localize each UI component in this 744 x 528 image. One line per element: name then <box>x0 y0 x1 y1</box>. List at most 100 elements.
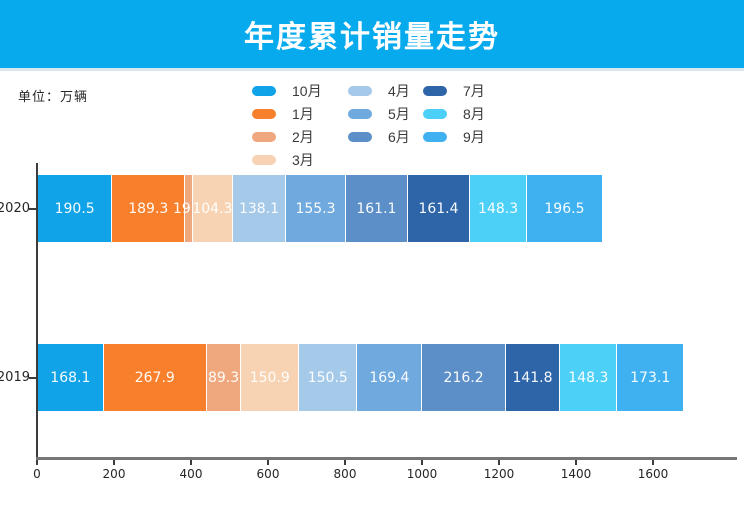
bar-value-label: 267.9 <box>134 369 175 386</box>
x-axis-tick-label: 1000 <box>406 467 438 481</box>
bar-segment: 141.8 <box>504 344 560 411</box>
legend-item: 5月 <box>348 106 410 122</box>
legend-item: 9月 <box>423 129 485 145</box>
x-axis-tick-label: 1200 <box>483 467 515 481</box>
bar-value-label: 148.3 <box>478 200 519 217</box>
x-axis-tick-label: 600 <box>256 467 280 481</box>
bar-value-label: 155.3 <box>295 200 336 217</box>
bar-segment: 161.1 <box>344 175 407 242</box>
legend-swatch-icon <box>252 86 276 96</box>
bar-row-2020: 190.5 189.3 19.8 104.3 138.1 155.3 161.1 161.4 1… <box>38 175 602 242</box>
legend-swatch-icon <box>252 155 276 165</box>
legend-item: 2月 <box>252 129 314 145</box>
legend-label: 5月 <box>388 106 410 122</box>
x-axis-tick <box>575 460 577 465</box>
bar-value-label: 104.3 <box>192 200 233 217</box>
legend-item: 10月 <box>252 83 322 99</box>
legend-swatch-icon <box>423 109 447 119</box>
unit-label: 单位：万辆 <box>18 89 89 104</box>
x-axis-tick <box>190 460 192 465</box>
x-axis-tick-label: 1600 <box>637 467 669 481</box>
bar-segment: 138.1 <box>231 175 286 242</box>
legend-item: 3月 <box>252 152 314 168</box>
x-axis-tick <box>267 460 269 465</box>
bar-segment: 104.3 <box>191 175 233 242</box>
bar-segment: 196.5 <box>526 175 602 242</box>
bar-value-label: 161.1 <box>356 200 397 217</box>
bar-value-label: 148.3 <box>568 369 609 386</box>
legend-swatch-icon <box>252 132 276 142</box>
legend-label: 6月 <box>388 129 410 145</box>
legend-label: 8月 <box>463 106 485 122</box>
x-axis-tick <box>652 460 654 465</box>
bar-value-label: 190.5 <box>54 200 95 217</box>
bar-value-label: 161.4 <box>418 200 459 217</box>
x-axis-tick <box>344 460 346 465</box>
bar-value-label: 173.1 <box>630 369 671 386</box>
bar-segment: 168.1 <box>38 344 103 411</box>
bar-value-label: 216.2 <box>443 369 484 386</box>
legend-swatch-icon <box>423 132 447 142</box>
bar-value-label: 141.8 <box>512 369 553 386</box>
x-axis-tick-label: 400 <box>179 467 203 481</box>
y-axis-tick <box>29 376 36 379</box>
legend-label: 10月 <box>292 83 322 99</box>
bar-segment: 161.4 <box>406 175 470 242</box>
bar-value-label: 138.1 <box>238 200 280 217</box>
category-label-2019: 2019 <box>0 369 30 385</box>
bar-segment: 267.9 <box>102 344 206 411</box>
bar-value-label: 150.5 <box>307 369 348 386</box>
bar-segment: 89.3 <box>205 344 241 411</box>
bar-segment: 169.4 <box>356 344 422 411</box>
bar-segment: 216.2 <box>421 344 505 411</box>
bar-value-label: 150.9 <box>249 369 290 386</box>
legend-label: 7月 <box>463 83 485 99</box>
x-axis-tick-label: 200 <box>102 467 126 481</box>
bar-segment: 150.5 <box>298 344 357 411</box>
legend-label: 2月 <box>292 129 314 145</box>
legend-label: 9月 <box>463 129 485 145</box>
bar-segment: 189.3 <box>111 175 185 242</box>
bar-value-label: 189.3 <box>128 200 169 217</box>
legend-item: 7月 <box>423 83 485 99</box>
bar-value-label: 89.3 <box>207 369 240 386</box>
x-axis-tick <box>36 460 38 465</box>
legend-swatch-icon <box>348 86 372 96</box>
legend-label: 3月 <box>292 152 314 168</box>
title-bar: 年度累计销量走势 <box>0 0 744 71</box>
bar-row-2019: 168.1 267.9 89.3 150.9 150.5 169.4 216.2 141.8 1… <box>38 344 684 411</box>
bar-segment: 155.3 <box>285 175 345 242</box>
y-axis-tick <box>29 207 36 210</box>
page-title: 年度累计销量走势 <box>244 21 500 54</box>
legend-swatch-icon <box>252 109 276 119</box>
x-axis-tick-label: 0 <box>33 467 41 481</box>
bar-value-label: 196.5 <box>544 200 585 217</box>
legend-swatch-icon <box>348 132 372 142</box>
legend-swatch-icon <box>348 109 372 119</box>
x-axis-tick-label: 800 <box>333 467 357 481</box>
legend-item: 8月 <box>423 106 485 122</box>
legend-item: 4月 <box>348 83 410 99</box>
bar-segment: 19.8 <box>173 175 204 242</box>
x-axis-tick <box>498 460 500 465</box>
bar-segment: 150.9 <box>240 344 299 411</box>
legend-swatch-icon <box>423 86 447 96</box>
y-axis-line <box>36 163 38 460</box>
bar-segment: 148.3 <box>469 175 527 242</box>
bar-segment: 173.1 <box>616 344 684 411</box>
x-axis-tick <box>113 460 115 465</box>
legend-label: 4月 <box>388 83 410 99</box>
x-axis-tick-label: 1400 <box>560 467 592 481</box>
bar-value-label: 168.1 <box>50 369 91 386</box>
x-axis-tick <box>421 460 423 465</box>
bar-segment: 190.5 <box>38 175 112 242</box>
legend-item: 6月 <box>348 129 410 145</box>
category-label-2020: 2020 <box>0 200 30 216</box>
bar-segment: 148.3 <box>559 344 617 411</box>
legend-label: 1月 <box>292 106 314 122</box>
x-axis-line <box>36 457 737 460</box>
bar-value-label: 169.4 <box>369 369 410 386</box>
legend-item: 1月 <box>252 106 314 122</box>
